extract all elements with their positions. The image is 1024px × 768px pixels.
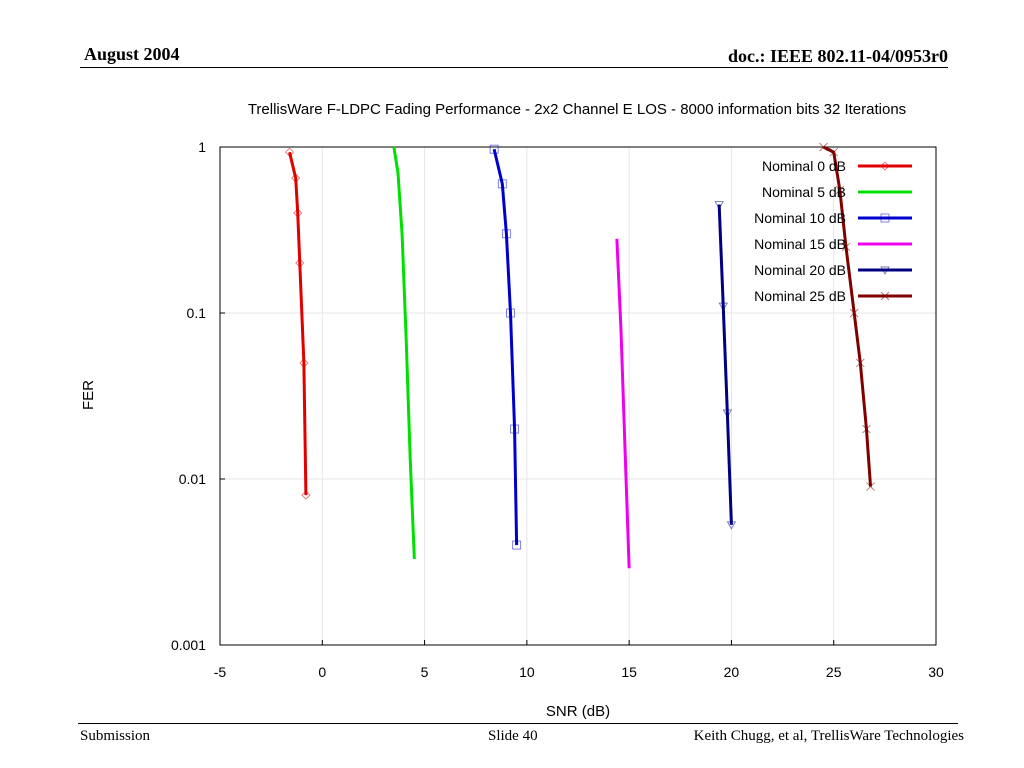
data-point — [299, 358, 309, 368]
series-5 — [819, 142, 875, 491]
data-point — [880, 161, 890, 171]
data-point — [880, 291, 890, 301]
chart-title: TrellisWare F-LDPC Fading Performance - … — [248, 101, 906, 118]
series-4 — [714, 201, 737, 530]
x-tick-label: -5 — [214, 664, 227, 680]
footer-rule — [78, 723, 958, 724]
legend-label: Nominal 5 dB — [762, 184, 846, 200]
data-point — [726, 521, 737, 530]
data-point — [835, 185, 845, 195]
x-axis-label: SNR (dB) — [546, 703, 610, 720]
data-point — [880, 266, 890, 275]
series-3 — [615, 238, 631, 569]
data-point — [841, 242, 851, 252]
data-point — [284, 147, 295, 157]
series-group — [284, 142, 875, 569]
x-tick-label: 30 — [928, 664, 944, 680]
data-point — [880, 213, 890, 223]
series-1 — [392, 146, 416, 559]
series-line — [392, 146, 416, 559]
x-tick-label: 20 — [724, 664, 740, 680]
data-point — [295, 258, 305, 268]
data-point — [866, 482, 875, 491]
series-0 — [284, 147, 311, 500]
legend-label: Nominal 20 dB — [754, 262, 846, 278]
legend: Nominal 0 dB Nominal 5 dB Nominal 10 dB Nom… — [754, 158, 912, 304]
data-point — [506, 308, 515, 318]
footer-authors: Keith Chugg, et al, TrellisWare Technolo… — [693, 728, 964, 744]
footer-slide-number: Slide 40 — [488, 728, 538, 744]
data-point — [829, 147, 839, 157]
data-point — [722, 409, 733, 418]
header-doc-id: doc.: IEEE 802.11-04/0953r0 — [727, 46, 948, 66]
series-2 — [489, 144, 522, 550]
data-point — [849, 308, 859, 318]
series-line — [717, 204, 733, 525]
series-line — [288, 151, 308, 496]
legend-label: Nominal 10 dB — [754, 210, 846, 226]
series-line — [615, 238, 631, 569]
y-tick-label: 0.001 — [171, 637, 206, 653]
y-tick-label: 0.01 — [179, 471, 206, 487]
header-date: August 2004 — [84, 44, 180, 64]
data-point — [714, 201, 724, 210]
data-point — [293, 208, 303, 218]
legend-label: Nominal 15 dB — [754, 236, 846, 252]
data-point — [855, 358, 865, 368]
header-rule — [80, 67, 948, 68]
legend-label: Nominal 0 dB — [762, 158, 846, 174]
y-axis-label: FER — [80, 380, 97, 410]
data-point — [497, 179, 507, 189]
y-tick-label: 1 — [198, 139, 206, 155]
x-tick-label: 15 — [621, 664, 637, 680]
data-point — [510, 424, 520, 434]
data-point — [512, 540, 522, 550]
x-tick-label: 25 — [826, 664, 842, 680]
data-point — [862, 424, 871, 434]
y-tick-label: 0.1 — [187, 305, 207, 321]
x-tick-label: 5 — [421, 664, 429, 680]
x-tick-label: 10 — [519, 664, 535, 680]
data-point — [819, 142, 828, 152]
series-line — [822, 145, 873, 487]
data-point — [718, 302, 729, 312]
axis-ticks: -5 0 5 10 15 20 25 30 1 0.1 0.01 0.001 — [171, 139, 944, 680]
legend-label: Nominal 25 dB — [754, 288, 846, 304]
plot-frame — [219, 146, 937, 646]
data-point — [301, 490, 311, 500]
data-point — [489, 144, 499, 154]
data-point — [291, 173, 301, 183]
footer-submission: Submission — [80, 728, 151, 744]
x-tick-label: 0 — [318, 664, 326, 680]
series-line — [492, 148, 519, 546]
data-point — [501, 229, 511, 239]
